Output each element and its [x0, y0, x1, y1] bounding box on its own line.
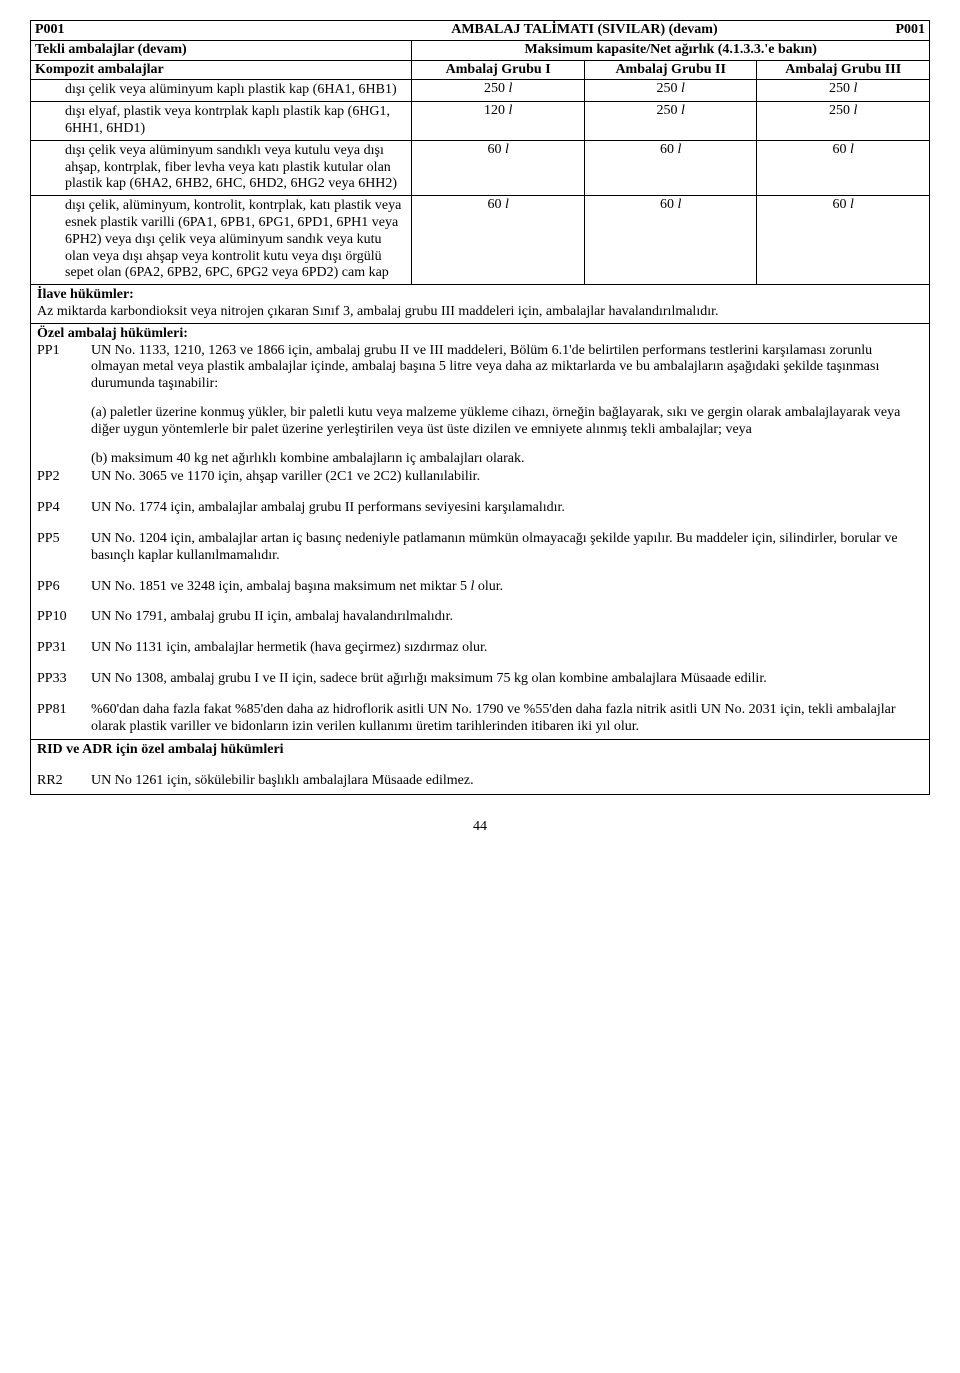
pp-item: PP4 UN No. 1774 için, ambalajlar ambalaj… [37, 500, 923, 517]
table-body-row: dışı çelik, alüminyum, kontrolit, kontrp… [31, 196, 930, 285]
row3-c4: Ambalaj Grubu III [757, 60, 930, 80]
row-desc: dışı çelik, alüminyum, kontrolit, kontrp… [37, 198, 405, 282]
row-val: 60 [660, 142, 674, 157]
pp-item: PP6 UN No. 1851 ve 3248 için, ambalaj ba… [37, 579, 923, 596]
unit: l [677, 142, 681, 157]
header-row-3: Kompozit ambalajlar Ambalaj Grubu I Amba… [31, 60, 930, 80]
unit: l [505, 142, 509, 157]
row3-c2: Ambalaj Grubu I [412, 60, 585, 80]
unit: l [508, 81, 512, 96]
header-row-1: P001 AMBALAJ TALİMATI (SIVILAR) (devam) … [31, 21, 930, 41]
table-body-row: dışı elyaf, plastik veya kontrplak kaplı… [31, 102, 930, 141]
pp-label: PP2 [37, 469, 91, 486]
unit: l [505, 197, 509, 212]
pp-body: UN No. 1851 ve 3248 için, ambalaj başına… [91, 579, 923, 596]
pp-body: %60'dan daha fazla fakat %85'den daha az… [91, 702, 923, 736]
pp-body: UN No. 1133, 1210, 1263 ve 1866 için, am… [91, 343, 923, 393]
title: AMBALAJ TALİMATI (SIVILAR) (devam) [412, 21, 757, 41]
pp-body: UN No. 3065 ve 1170 için, ahşap variller… [91, 469, 923, 486]
rid-title-row: RID ve ADR için özel ambalaj hükümleri R… [31, 740, 930, 795]
row2-right: Maksimum kapasite/Net ağırlık (4.1.3.3.'… [412, 40, 930, 60]
pp-label: PP1 [37, 343, 91, 360]
row-val: 250 [829, 81, 850, 96]
row2-left: Tekli ambalajlar (devam) [31, 40, 412, 60]
row-val: 250 [829, 103, 850, 118]
pp-body: UN No 1791, ambalaj grubu II için, ambal… [91, 609, 923, 626]
pp-label: PP5 [37, 531, 91, 548]
unit: l [850, 197, 854, 212]
code-right: P001 [757, 21, 930, 41]
row-val: 250 [656, 81, 677, 96]
pp-item: (a) paletler üzerine konmuş yükler, bir … [37, 405, 923, 439]
pp-item: PP10 UN No 1791, ambalaj grubu II için, … [37, 609, 923, 626]
pp-item: PP2 UN No. 3065 ve 1170 için, ahşap vari… [37, 469, 923, 486]
unit: l [677, 197, 681, 212]
row-val: 60 [487, 142, 501, 157]
row-desc: dışı çelik veya alüminyum sandıklı veya … [37, 143, 405, 193]
ozel-row: Özel ambalaj hükümleri: PP1 UN No. 1133,… [31, 323, 930, 740]
row-desc: dışı elyaf, plastik veya kontrplak kaplı… [37, 104, 405, 138]
pp-label: PP6 [37, 579, 91, 596]
pp-item: PP81 %60'dan daha fazla fakat %85'den da… [37, 702, 923, 736]
pp-label: PP81 [37, 702, 91, 719]
pp-item: PP5 UN No. 1204 için, ambalajlar artan i… [37, 531, 923, 565]
row-val: 60 [833, 197, 847, 212]
table-body-row: dışı çelik veya alüminyum kaplı plastik … [31, 80, 930, 102]
ilave-title: İlave hükümler: [37, 287, 134, 302]
pp-label: PP4 [37, 500, 91, 517]
row-val: 60 [833, 142, 847, 157]
instruction-table: P001 AMBALAJ TALİMATI (SIVILAR) (devam) … [30, 20, 930, 795]
unit: l [854, 81, 858, 96]
pp-body: UN No 1131 için, ambalajlar hermetik (ha… [91, 640, 923, 657]
unit: l [850, 142, 854, 157]
rr-label: RR2 [37, 773, 91, 790]
unit: l [854, 103, 858, 118]
row-val: 60 [487, 197, 501, 212]
row3-c3: Ambalaj Grubu II [584, 60, 757, 80]
header-row-2: Tekli ambalajlar (devam) Maksimum kapasi… [31, 40, 930, 60]
unit: l [681, 103, 685, 118]
row-val: 120 [484, 103, 505, 118]
rid-title: RID ve ADR için özel ambalaj hükümleri [37, 742, 284, 757]
pp-item: (b) maksimum 40 kg net ağırlıklı kombine… [37, 451, 923, 468]
table-body-row: dışı çelik veya alüminyum sandıklı veya … [31, 140, 930, 195]
pp6-text: UN No. 1851 ve 3248 için, ambalaj başına… [91, 579, 503, 594]
unit: l [508, 103, 512, 118]
pp-label: PP31 [37, 640, 91, 657]
row-val: 250 [656, 103, 677, 118]
ozel-title: Özel ambalaj hükümleri: [37, 326, 188, 341]
row-desc: dışı çelik veya alüminyum kaplı plastik … [37, 82, 405, 99]
rr-body: UN No 1261 için, sökülebilir başlıklı am… [91, 773, 923, 790]
pp-item: RR2 UN No 1261 için, sökülebilir başlıkl… [37, 773, 923, 790]
pp-label: PP10 [37, 609, 91, 626]
pp-body: (a) paletler üzerine konmuş yükler, bir … [91, 405, 923, 439]
pp-body: (b) maksimum 40 kg net ağırlıklı kombine… [91, 451, 923, 468]
row-val: 60 [660, 197, 674, 212]
ilave-body: Az miktarda karbondioksit veya nitrojen … [37, 304, 719, 319]
pp-body: UN No. 1204 için, ambalajlar artan iç ba… [91, 531, 923, 565]
page-number: 44 [30, 819, 930, 836]
pp-item: PP1 UN No. 1133, 1210, 1263 ve 1866 için… [37, 343, 923, 393]
pp-body: UN No 1308, ambalaj grubu I ve II için, … [91, 671, 923, 688]
ilave-row: İlave hükümler: Az miktarda karbondioksi… [31, 285, 930, 324]
pp-item: PP31 UN No 1131 için, ambalajlar hermeti… [37, 640, 923, 657]
row-val: 250 [484, 81, 505, 96]
pp-item: PP33 UN No 1308, ambalaj grubu I ve II i… [37, 671, 923, 688]
pp-body: UN No. 1774 için, ambalajlar ambalaj gru… [91, 500, 923, 517]
row3-c1: Kompozit ambalajlar [31, 60, 412, 80]
pp-label: PP33 [37, 671, 91, 688]
unit: l [681, 81, 685, 96]
code-left: P001 [31, 21, 412, 41]
